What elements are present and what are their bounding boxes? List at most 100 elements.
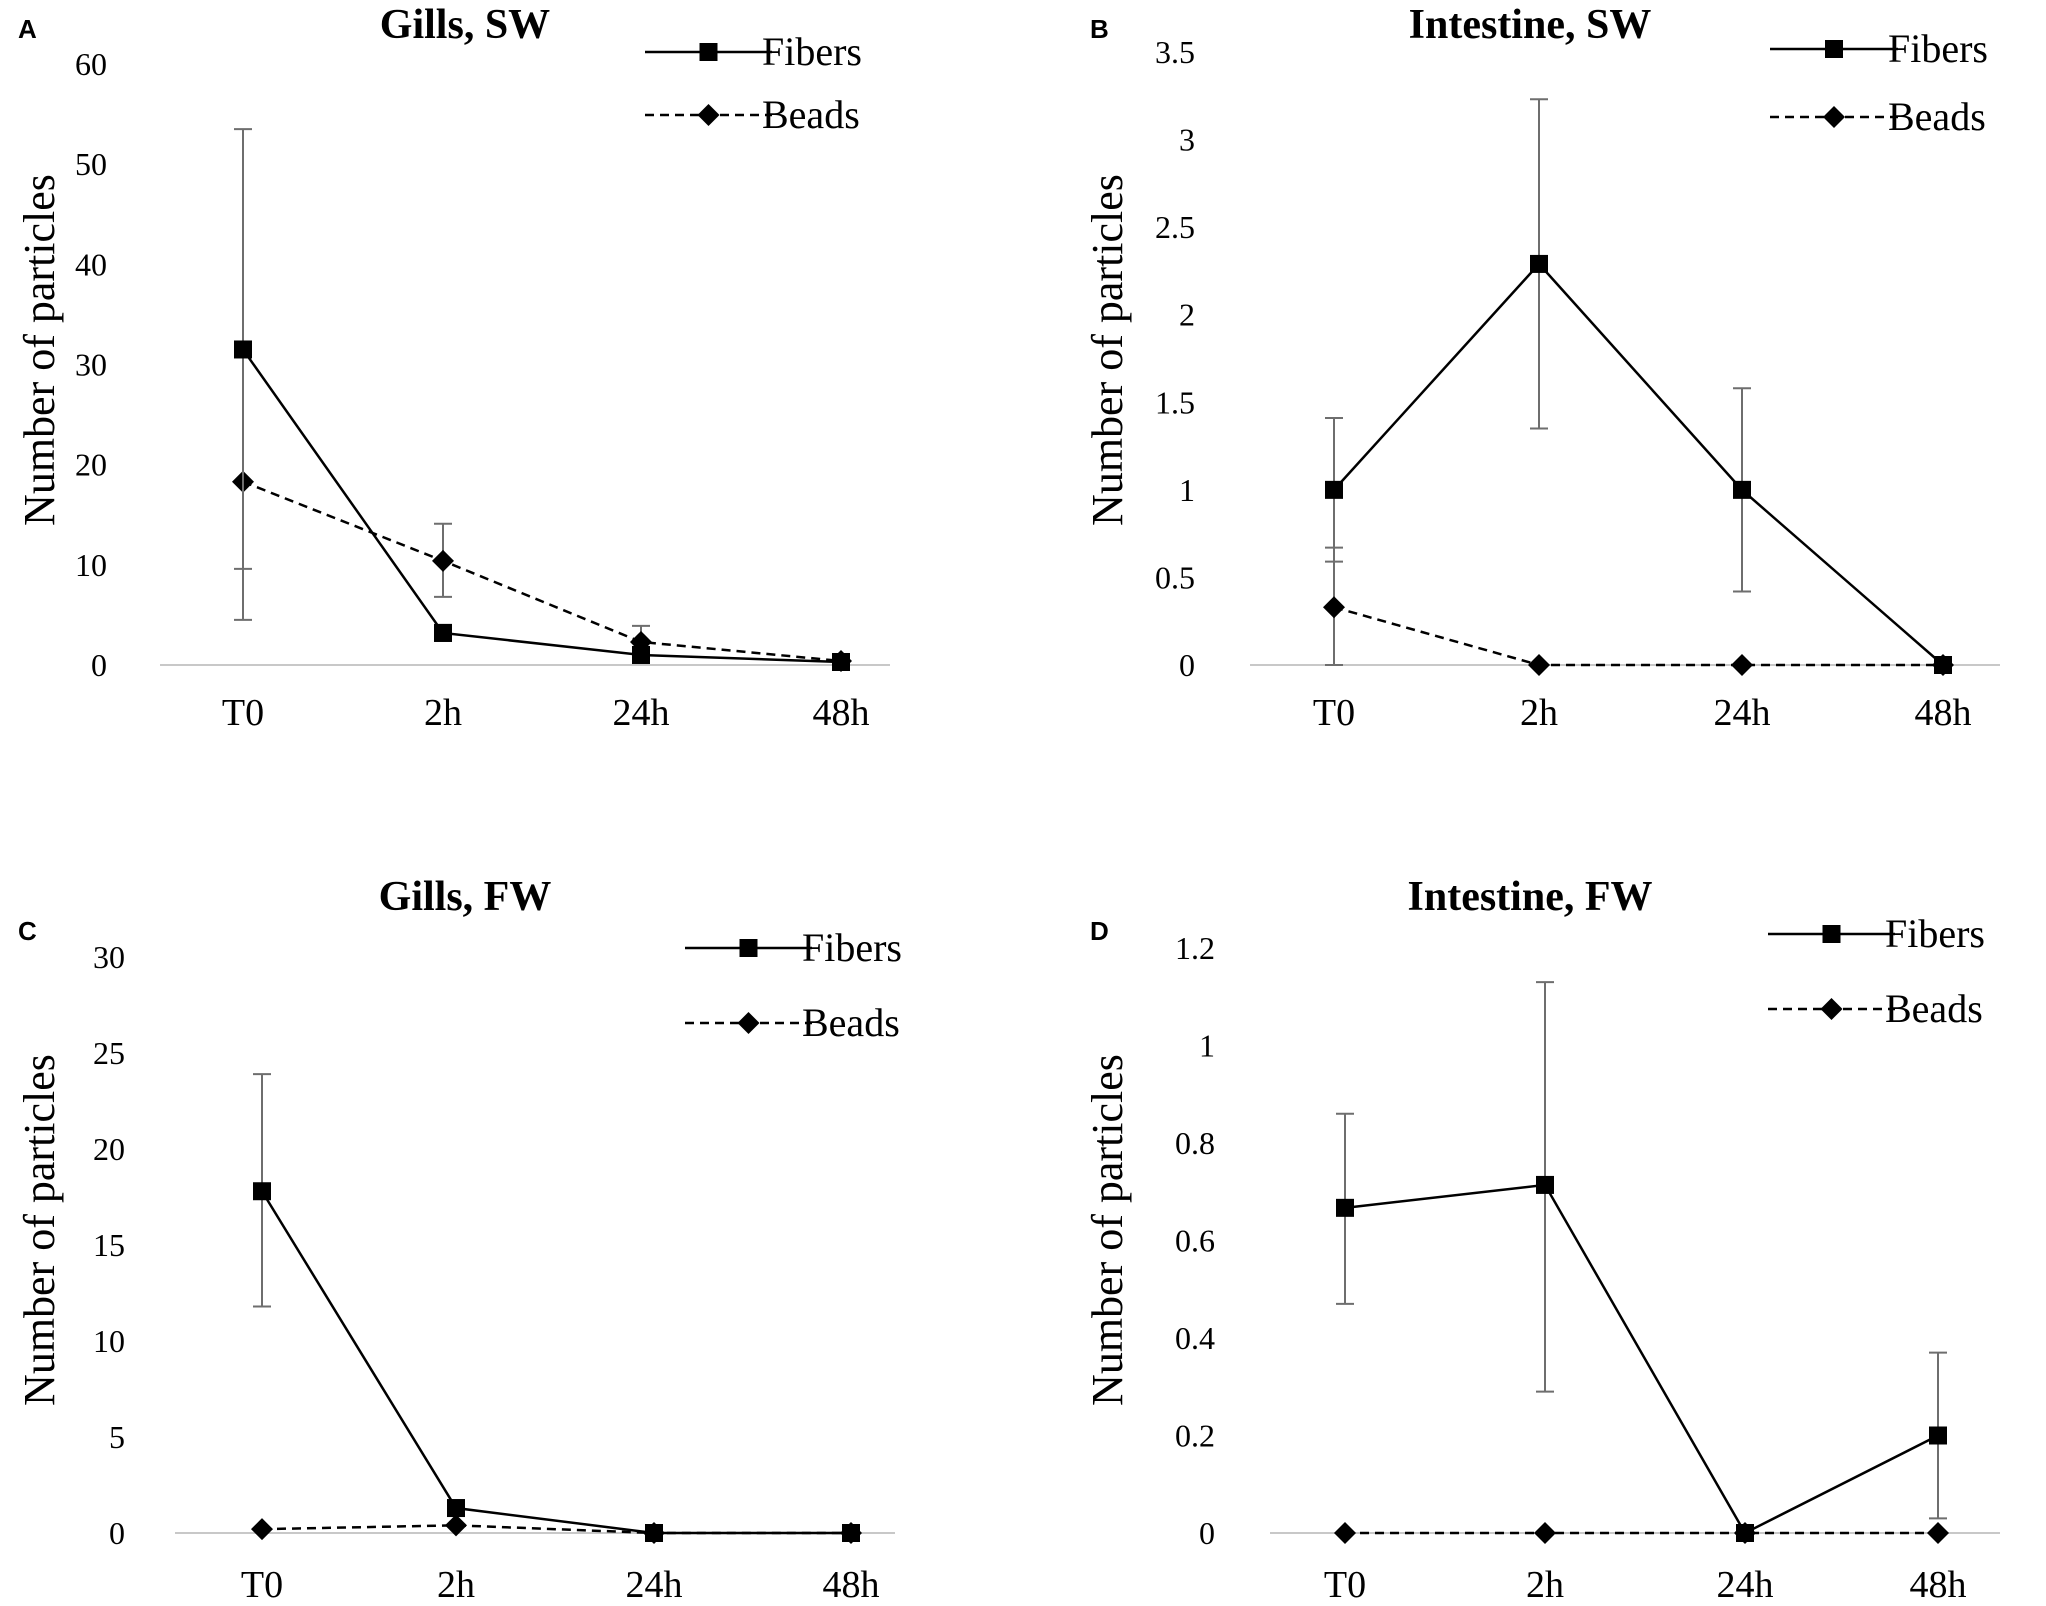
x-tick-label: 24h	[1714, 692, 1771, 734]
y-tick-label: 2	[1179, 297, 1195, 333]
x-tick-label: T0	[241, 1564, 283, 1606]
y-axis-title: Number of particles	[15, 174, 64, 526]
data-point-fibers	[1325, 480, 1343, 499]
legend: Fibers Beads	[1770, 26, 1988, 139]
data-point-fibers	[1929, 1426, 1947, 1445]
y-tick-label: 1	[1199, 1028, 1215, 1064]
series-line-fibers	[1344, 1183, 1939, 1535]
series-beads	[251, 1514, 862, 1544]
x-tick-label: T0	[222, 692, 264, 734]
legend-label-fibers: Fibers	[802, 925, 902, 970]
y-tick-label: 20	[75, 447, 107, 483]
y-axis-title: Number of particles	[15, 1054, 64, 1406]
legend-marker-fibers	[1825, 40, 1843, 58]
x-tick-label: 48h	[1915, 692, 1972, 734]
y-tick-label: 10	[93, 1323, 125, 1359]
y-tick-label: 1.2	[1175, 930, 1215, 966]
data-point-beads	[1323, 596, 1345, 619]
x-tick-label: 24h	[613, 692, 670, 734]
y-tick-label: 0	[1199, 1515, 1215, 1551]
data-point-fibers	[253, 1182, 271, 1201]
y-tick-label: 0	[1179, 647, 1195, 683]
data-point-fibers	[1536, 1175, 1554, 1194]
chart-title: Intestine, SW	[1409, 2, 1652, 48]
y-tick-label: 0	[109, 1515, 125, 1551]
y-tick-label: 5	[109, 1419, 125, 1455]
panel-letter: C	[18, 916, 37, 946]
chart-panel-a: A Gills, SW Number of particles 0 10 20 30 40 50…	[15, 2, 890, 734]
data-point-beads	[1334, 1522, 1356, 1544]
chart-title: Gills, FW	[379, 874, 552, 920]
series-fibers	[253, 1073, 860, 1542]
legend-marker-beads	[1820, 998, 1843, 1020]
data-point-fibers	[234, 340, 252, 359]
y-tick-label: 0.4	[1175, 1320, 1215, 1356]
series-beads	[232, 341, 852, 672]
legend-marker-beads	[737, 1012, 760, 1034]
y-tick-label: 20	[93, 1131, 125, 1167]
y-tick-label: 1.5	[1155, 384, 1195, 420]
data-point-beads	[1534, 1522, 1556, 1544]
legend-label-beads: Beads	[1885, 986, 1983, 1031]
panel-letter: A	[18, 14, 37, 44]
data-point-beads	[445, 1514, 467, 1537]
series-beads	[1323, 546, 1954, 676]
data-point-beads	[1528, 654, 1550, 676]
x-tick-label: T0	[1324, 1564, 1366, 1606]
data-point-beads	[1731, 654, 1753, 676]
legend-marker-fibers	[1822, 925, 1841, 943]
x-tick-label: 2h	[1520, 692, 1558, 734]
series-line-fibers	[241, 348, 842, 664]
legend-marker-fibers	[699, 43, 718, 61]
chart-panel-b: B Intestine, SW Number of particles 0 0.5 1 1.…	[1083, 2, 2000, 734]
data-point-fibers	[1336, 1198, 1354, 1217]
legend-marker-beads	[697, 104, 720, 126]
panel-letter: B	[1090, 14, 1109, 44]
data-point-beads	[251, 1518, 273, 1541]
y-tick-label: 3	[1179, 122, 1195, 158]
y-tick-label: 10	[75, 547, 107, 583]
y-tick-label: 15	[93, 1227, 125, 1263]
series-line-beads	[242, 480, 842, 663]
data-point-fibers	[434, 623, 452, 642]
x-tick-label: 2h	[424, 692, 462, 734]
legend-marker-fibers	[739, 939, 758, 957]
panel-letter: D	[1090, 916, 1109, 946]
legend: Fibers Beads	[645, 29, 862, 137]
y-tick-label: 3.5	[1155, 34, 1195, 70]
chart-title: Gills, SW	[380, 2, 550, 48]
data-point-fibers	[1733, 480, 1751, 499]
x-tick-label: 24h	[626, 1564, 683, 1606]
legend-label-beads: Beads	[1888, 94, 1986, 139]
legend-label-beads: Beads	[762, 92, 860, 137]
legend: Fibers Beads	[1768, 911, 1985, 1031]
y-tick-label: 0.6	[1175, 1223, 1215, 1259]
y-tick-label: 2.5	[1155, 209, 1195, 245]
series-fibers	[234, 128, 850, 671]
x-tick-label: 48h	[813, 692, 870, 734]
y-tick-label: 0.2	[1175, 1418, 1215, 1454]
legend-marker-beads	[1823, 106, 1845, 128]
y-tick-label: 30	[93, 939, 125, 975]
legend-label-fibers: Fibers	[762, 29, 862, 74]
series-line-fibers	[1333, 262, 1944, 666]
x-tick-label: T0	[1313, 692, 1355, 734]
series-line-beads	[1333, 605, 1943, 667]
y-tick-label: 0.8	[1175, 1125, 1215, 1161]
data-point-fibers	[832, 652, 850, 671]
y-axis-title: Number of particles	[1083, 1054, 1132, 1406]
y-tick-label: 25	[93, 1035, 125, 1071]
y-axis-title: Number of particles	[1083, 174, 1132, 526]
series-line-beads	[261, 1524, 851, 1535]
x-tick-label: 48h	[823, 1564, 880, 1606]
legend-label-fibers: Fibers	[1888, 26, 1988, 71]
data-point-fibers	[1736, 1524, 1754, 1542]
data-point-fibers	[842, 1524, 860, 1542]
y-tick-label: 60	[75, 46, 107, 82]
data-point-fibers	[645, 1524, 663, 1542]
y-tick-label: 0	[91, 647, 107, 683]
data-point-beads	[1927, 1522, 1949, 1544]
data-point-fibers	[1530, 254, 1548, 273]
chart-panel-c: C Gills, FW Number of particles 0 5 10 15 20 25 3…	[15, 874, 902, 1606]
